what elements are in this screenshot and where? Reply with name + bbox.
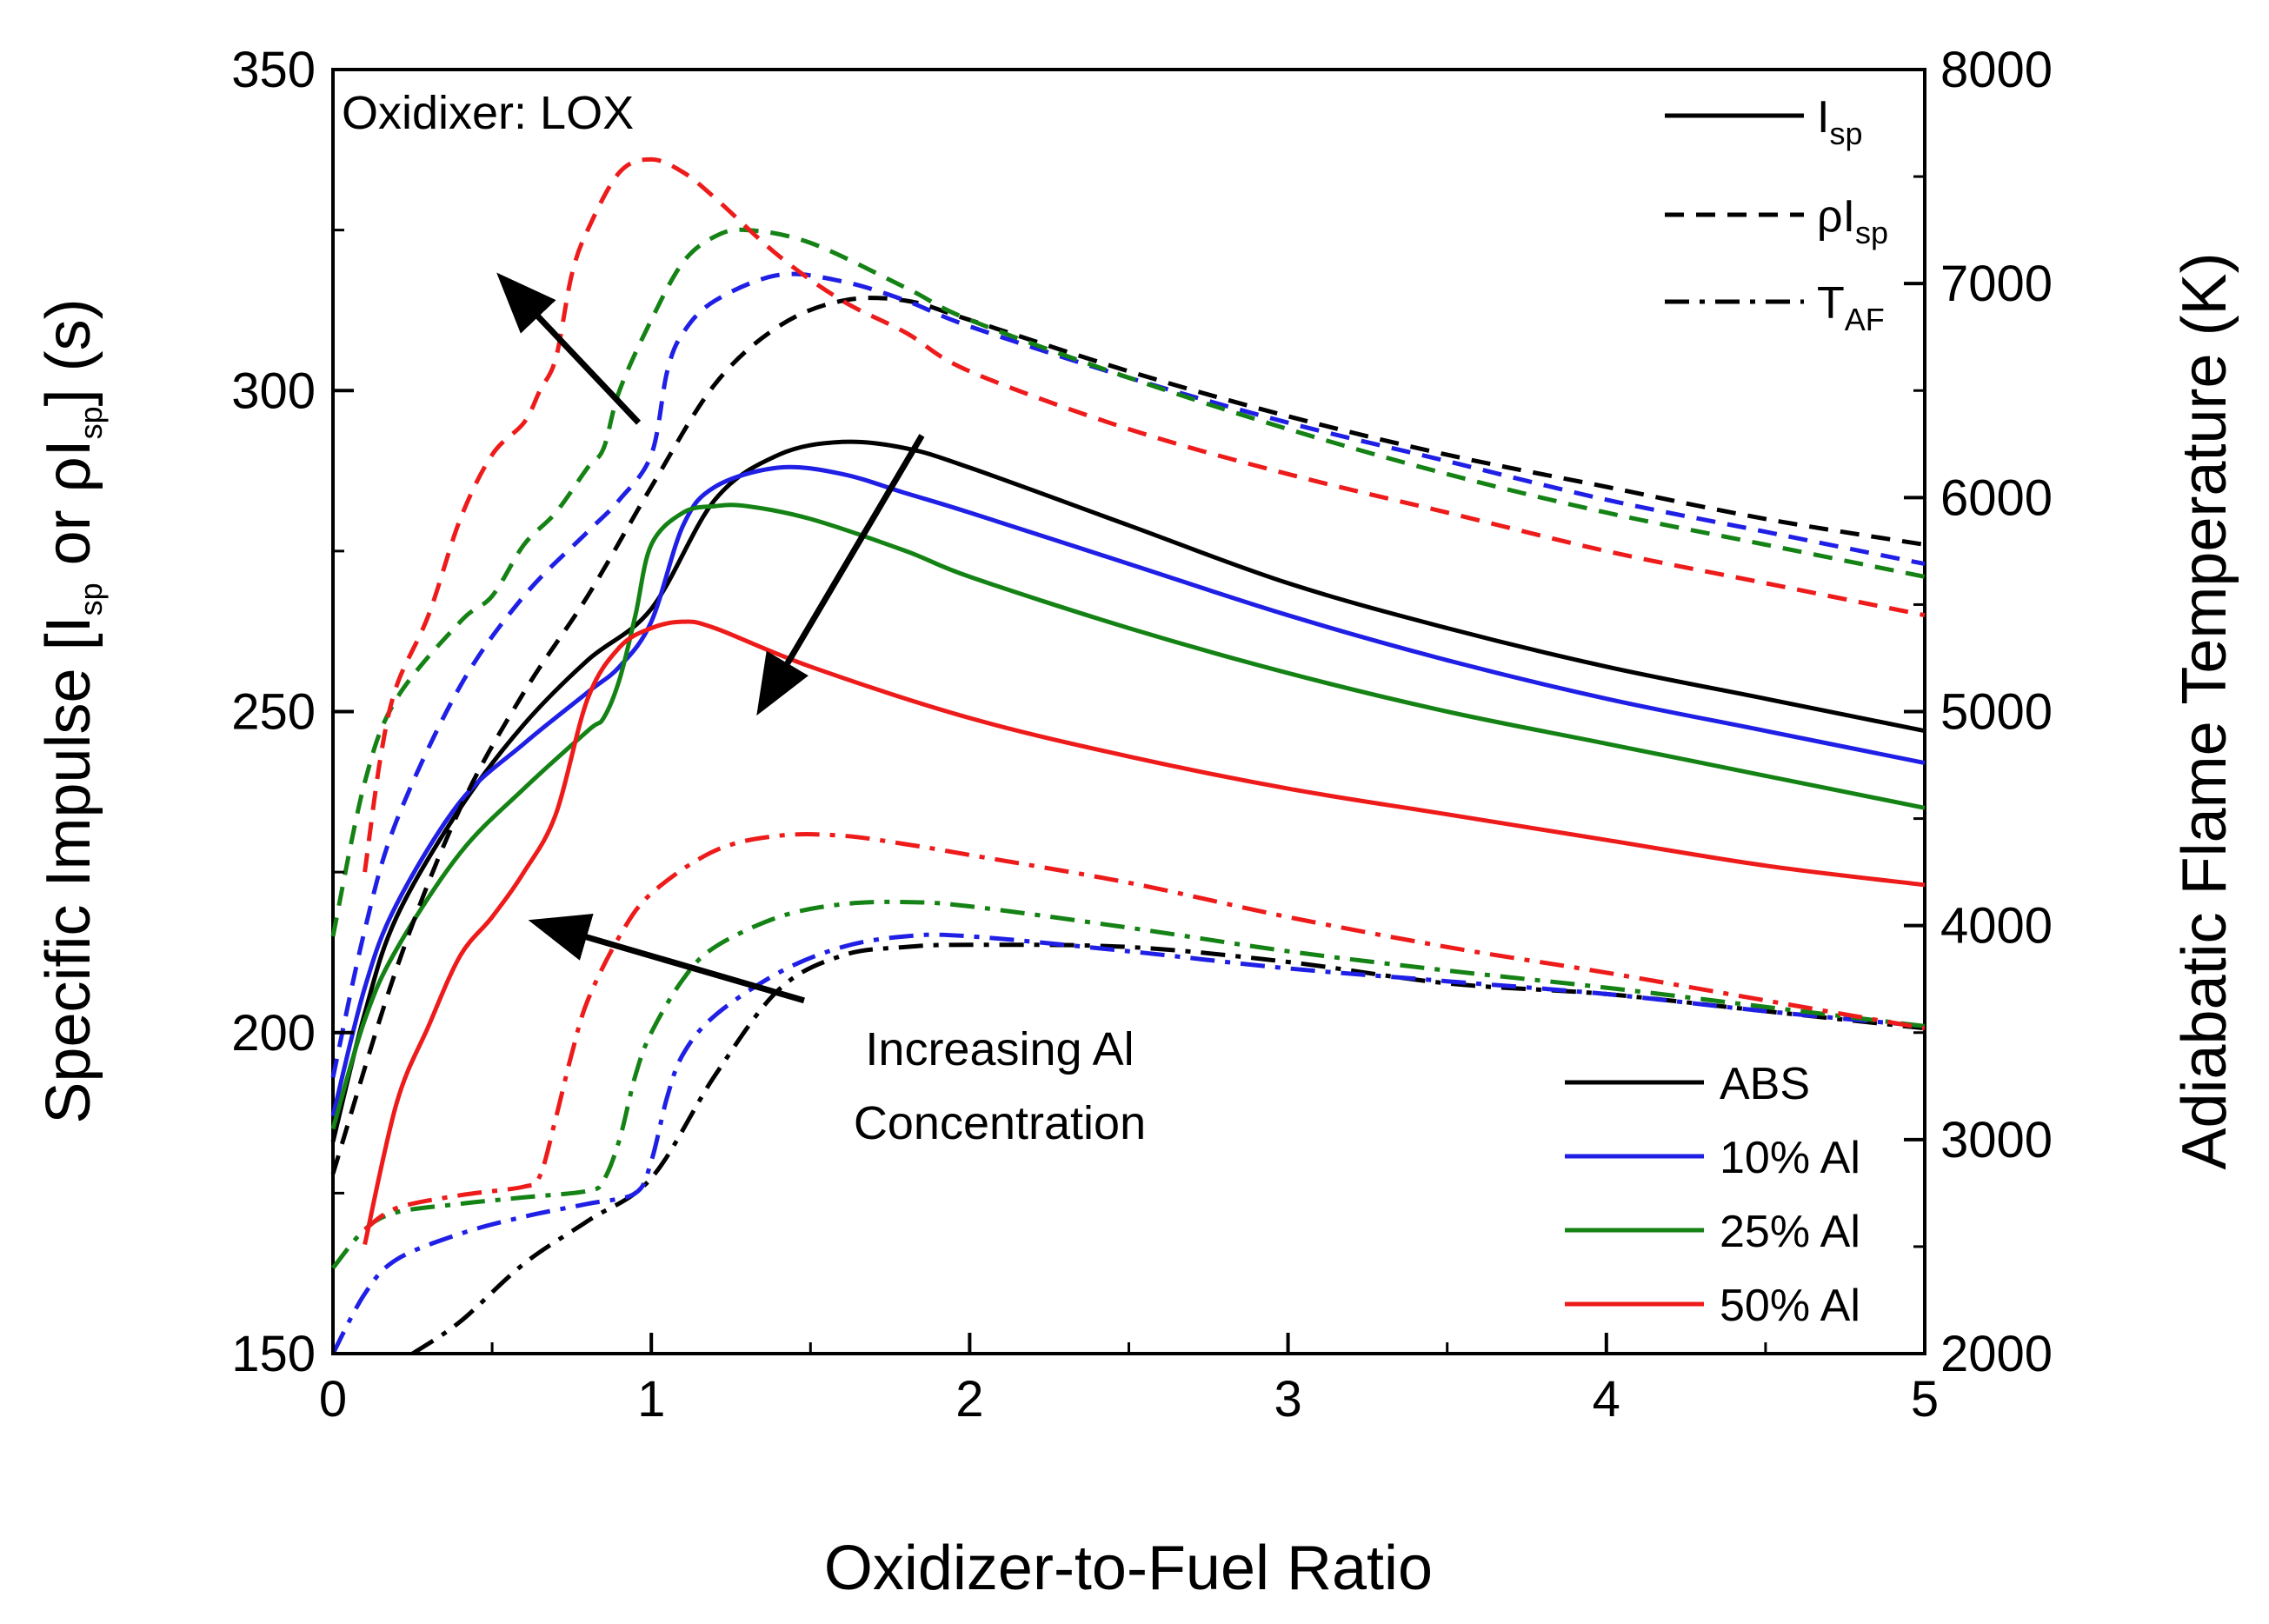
y-right-tick-label: 2000 — [1940, 1326, 2053, 1382]
y-right-tick-label: 5000 — [1940, 684, 2053, 741]
legend-material-label-10al: 10% Al — [1720, 1133, 1860, 1183]
series-abs-rho-isp — [330, 296, 1926, 1175]
oxidizer-note: Oxidixer: LOX — [342, 87, 634, 139]
increase-note-line-1: Increasing Al — [865, 1023, 1134, 1075]
y-left-part-1: Specific Impulse [I — [34, 616, 103, 1123]
series-abs-isp — [330, 439, 1926, 1142]
series-abs-t-af — [411, 942, 1926, 1356]
y-right-tick-label: 8000 — [1940, 42, 2053, 98]
series-50-al-isp — [363, 619, 1926, 1246]
legend-style: Isp ρIsp TAF — [1665, 92, 1888, 337]
legend-material-label-25al: 25% Al — [1720, 1207, 1860, 1257]
series-10-al-rho-isp — [330, 271, 1926, 1078]
legend-style-label-isp: Isp — [1817, 92, 1862, 151]
arrow-taf — [528, 913, 805, 1004]
series-25-al-t-af — [331, 899, 1926, 1270]
series-25-al-isp — [330, 503, 1926, 1130]
ticks-layer: 0 1 2 3 4 5 150 200 250 300 350 2000 3000 4000 5000 600… — [231, 42, 2053, 1428]
x-axis-title: Oxidizer-to-Fuel Ratio — [824, 1534, 1433, 1603]
legend-material-label-abs: ABS — [1720, 1059, 1810, 1109]
x-tick-label: 2 — [955, 1371, 983, 1428]
series-25-al-rho-isp — [330, 227, 1926, 937]
y-left-part-3: ] (s) — [34, 298, 103, 406]
x-tick-label: 4 — [1593, 1371, 1620, 1428]
arrow-isp — [756, 434, 925, 716]
increase-note-line-2: Concentration — [854, 1097, 1146, 1149]
y-right-tick-label: 4000 — [1940, 898, 2053, 955]
x-tick-label: 0 — [319, 1371, 347, 1428]
y-right-tick-label: 3000 — [1940, 1112, 2053, 1168]
y-left-tick-label: 350 — [231, 42, 316, 98]
y-left-sub-1: sp — [73, 582, 109, 616]
plot-area: 0 1 2 3 4 5 150 200 250 300 350 2000 3000 4000 5000 600… — [231, 42, 2053, 1428]
y-left-part-2: or ρI — [34, 439, 103, 582]
y-left-tick-label: 300 — [231, 363, 316, 419]
legend-material: ABS 10% Al 25% Al 50% Al — [1565, 1059, 1860, 1331]
series-50-al-t-af — [363, 832, 1926, 1232]
legend-material-label-50al: 50% Al — [1720, 1281, 1860, 1331]
x-tick-label: 5 — [1911, 1371, 1939, 1428]
y-left-tick-label: 200 — [231, 1005, 316, 1062]
legend-style-label-taf: TAF — [1817, 278, 1885, 337]
y-axis-title-left: Specific Impulse [Isp or ρIsp] (s) — [34, 298, 109, 1123]
x-tick-label: 1 — [637, 1371, 665, 1428]
y-left-tick-label: 150 — [231, 1326, 316, 1382]
legend-style-label-rho-isp: ρIsp — [1817, 191, 1888, 250]
series-10-al-isp — [330, 464, 1926, 1117]
y-left-tick-label: 250 — [231, 684, 316, 741]
y-left-sub-2: sp — [73, 406, 109, 439]
series-50-al-rho-isp — [363, 156, 1926, 873]
x-tick-label: 3 — [1274, 1371, 1301, 1428]
arrow-rho-isp — [496, 272, 642, 425]
series-10-al-t-af — [330, 932, 1926, 1355]
y-axis-title-right: Adiabatic Flame Temperature (K) — [2170, 252, 2239, 1169]
arrows-layer — [496, 272, 925, 1004]
y-right-tick-label: 6000 — [1940, 469, 2053, 526]
plot-frame — [331, 68, 1926, 1355]
y-right-tick-label: 7000 — [1940, 256, 2053, 312]
series-layer — [330, 156, 1926, 1356]
